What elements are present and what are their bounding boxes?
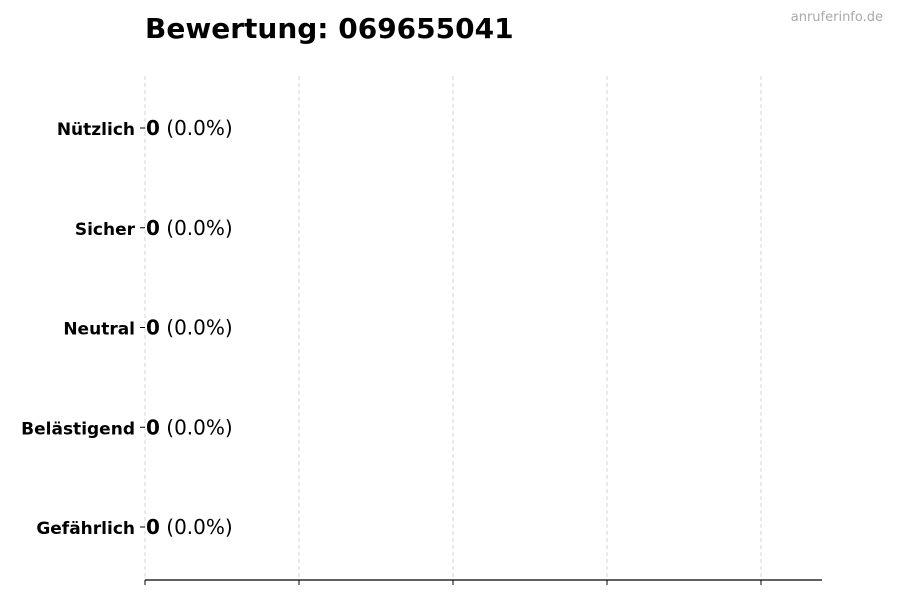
watermark: anruferinfo.de [790, 10, 883, 25]
data-label-percent: (0.0%) [160, 415, 233, 439]
data-label: 0 (0.0%) [146, 316, 233, 340]
y-tick-label: Belästigend [21, 419, 135, 439]
data-label: 0 (0.0%) [146, 216, 233, 240]
data-label-percent: (0.0%) [160, 515, 233, 539]
data-label-count: 0 [146, 316, 160, 340]
data-label-count: 0 [146, 415, 160, 439]
y-tick-label: Neutral [63, 320, 135, 340]
data-label-percent: (0.0%) [160, 216, 233, 240]
data-label-percent: (0.0%) [160, 316, 233, 340]
data-label: 0 (0.0%) [146, 116, 233, 140]
data-label: 0 (0.0%) [146, 415, 233, 439]
data-label-percent: (0.0%) [160, 116, 233, 140]
y-tick-label: Gefährlich [36, 519, 135, 539]
y-tick-label: Nützlich [57, 120, 135, 140]
data-label-count: 0 [146, 515, 160, 539]
chart-title: Bewertung: 069655041 [145, 12, 514, 45]
data-label-count: 0 [146, 116, 160, 140]
y-tick-label: Sicher [75, 220, 136, 240]
data-label-count: 0 [146, 216, 160, 240]
data-label: 0 (0.0%) [146, 515, 233, 539]
